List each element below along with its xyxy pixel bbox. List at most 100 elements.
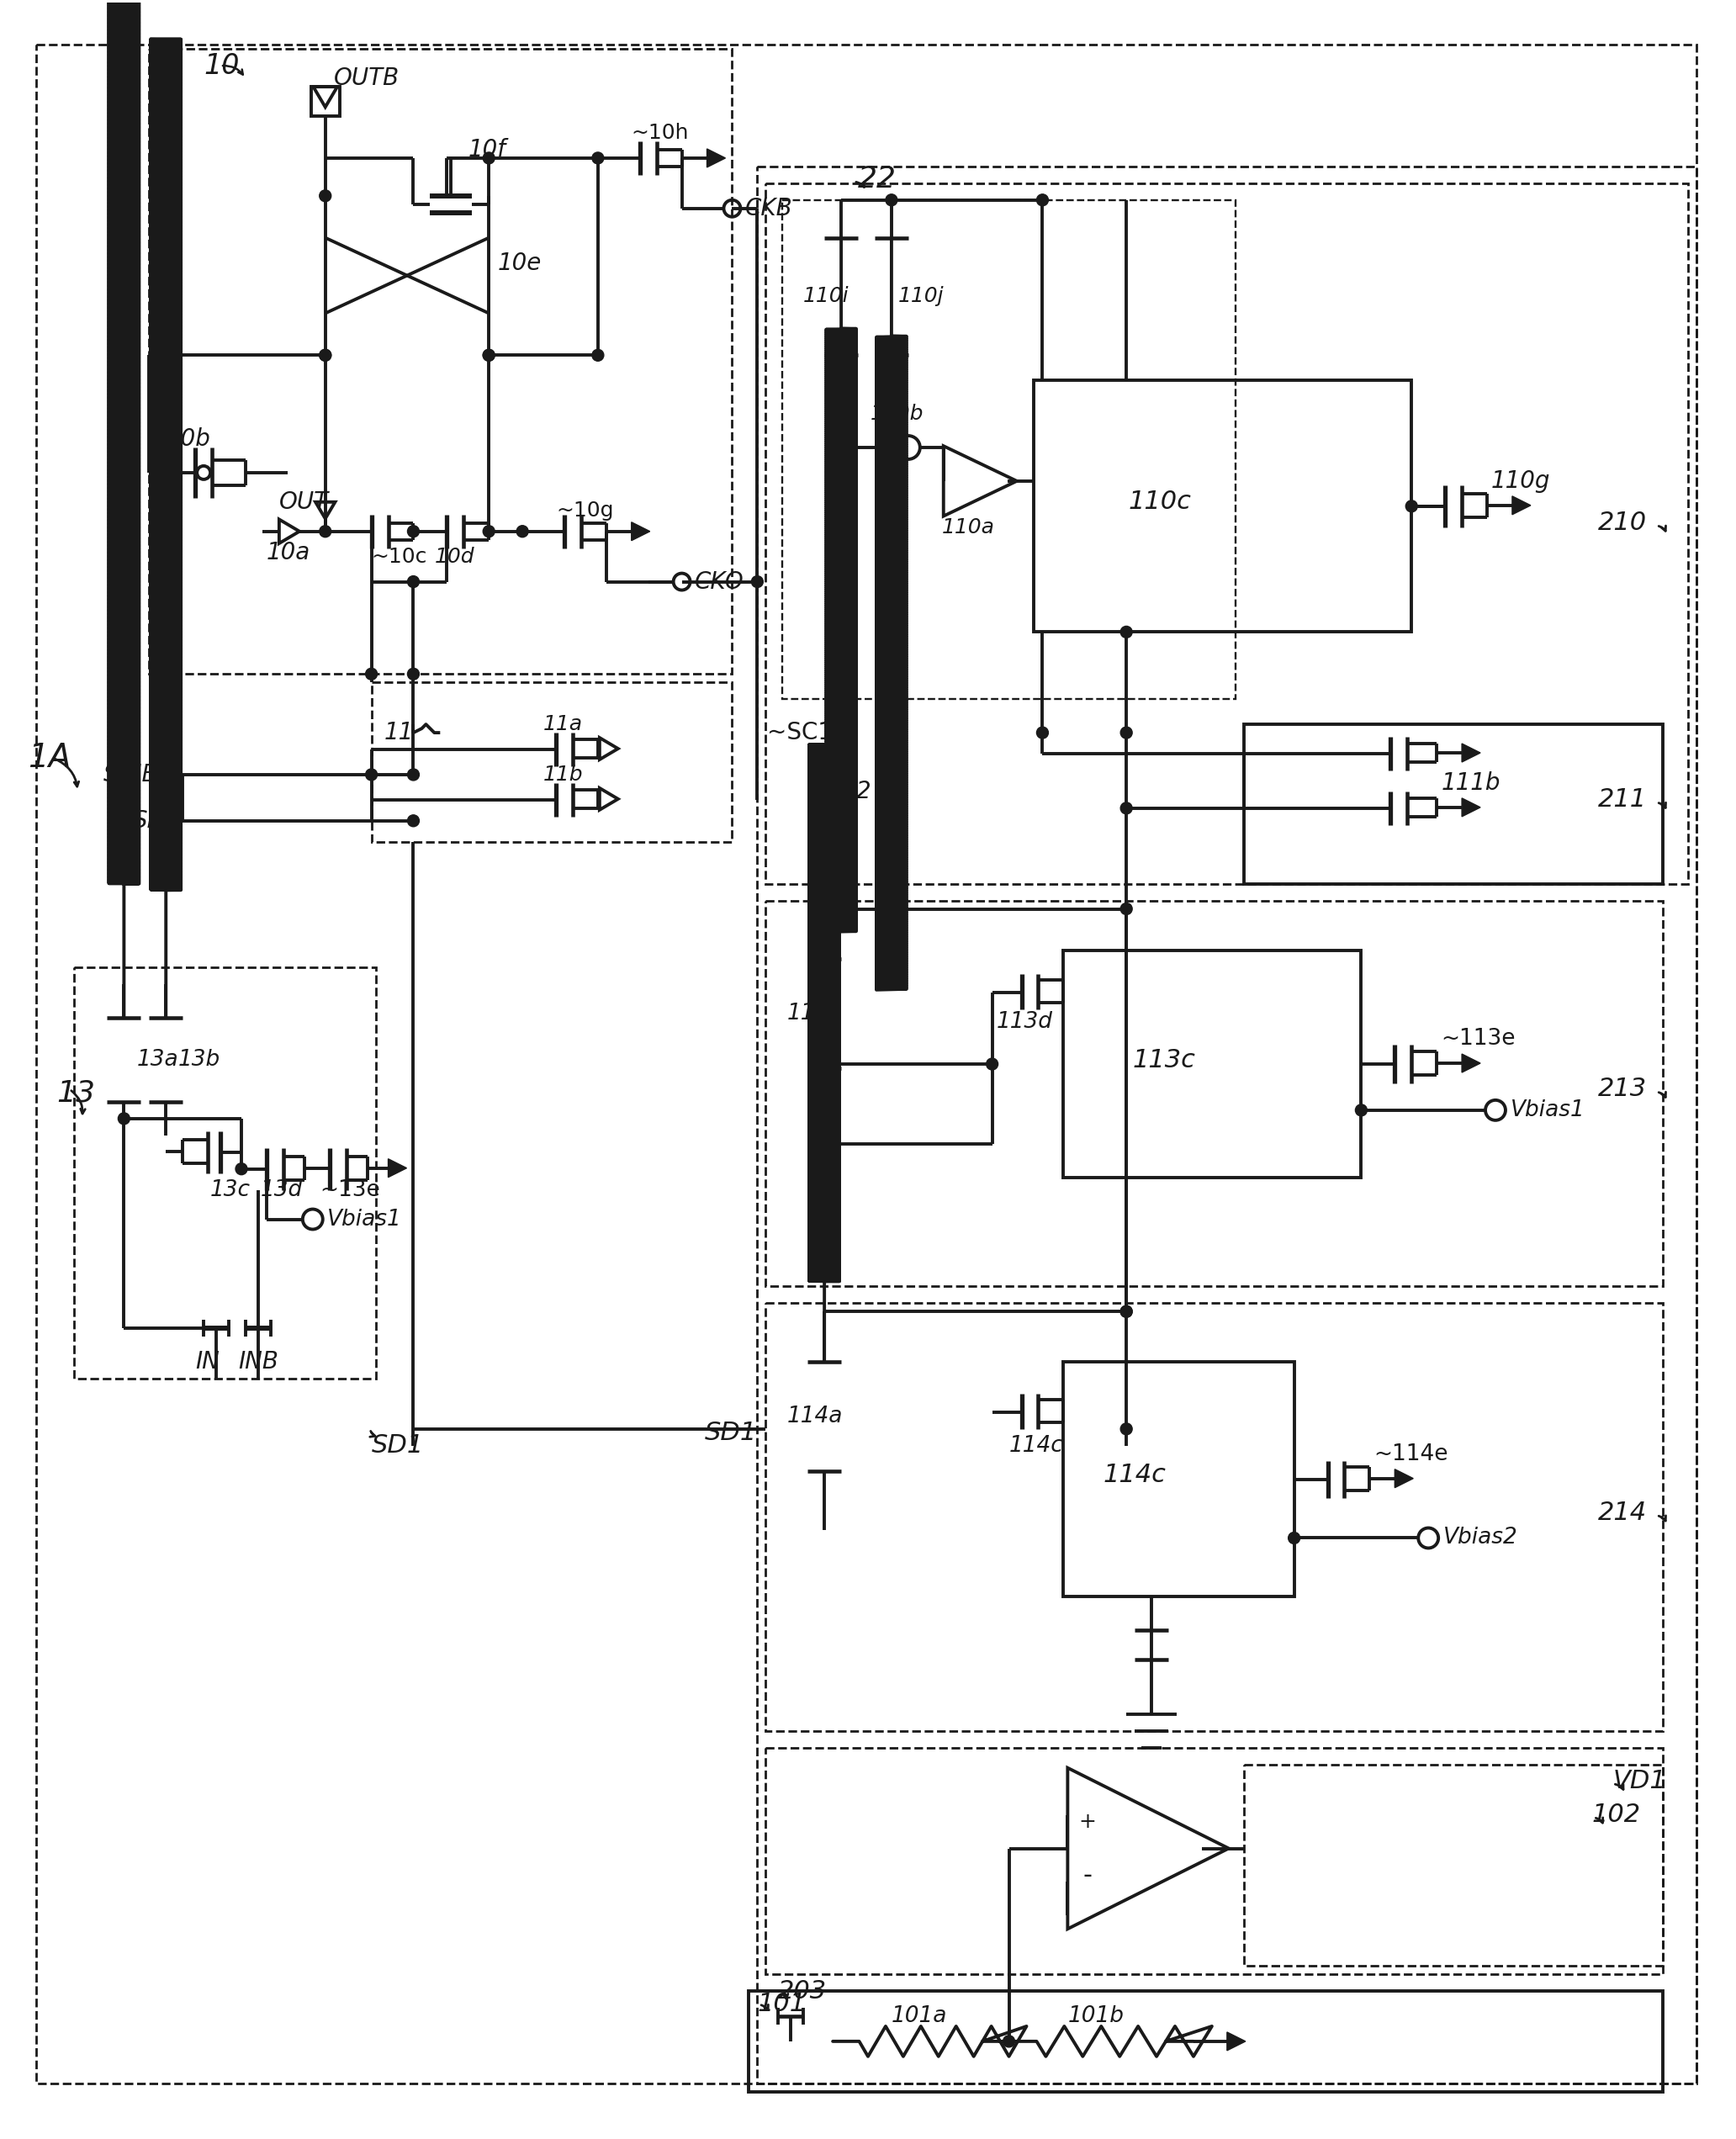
Text: 22: 22 — [858, 165, 896, 193]
Text: 10e: 10e — [496, 250, 542, 274]
Circle shape — [885, 195, 898, 205]
Circle shape — [1120, 627, 1132, 637]
Circle shape — [366, 667, 377, 680]
Circle shape — [1120, 1305, 1132, 1318]
Polygon shape — [1462, 798, 1481, 817]
Circle shape — [1036, 727, 1049, 738]
Text: 11a: 11a — [543, 714, 583, 734]
Text: 110j: 110j — [898, 287, 944, 306]
Text: IN: IN — [196, 1350, 220, 1373]
Polygon shape — [1227, 2032, 1245, 2051]
Circle shape — [1288, 1532, 1300, 1544]
Text: SINB: SINB — [102, 764, 158, 787]
Text: 110b: 110b — [870, 404, 924, 424]
Circle shape — [986, 1059, 998, 1070]
Circle shape — [1356, 1104, 1366, 1117]
Text: 113d: 113d — [996, 1012, 1052, 1033]
Text: 13b: 13b — [179, 1048, 220, 1072]
Circle shape — [408, 667, 418, 680]
Circle shape — [517, 526, 528, 537]
Circle shape — [319, 526, 332, 537]
Text: ~10c: ~10c — [372, 545, 427, 567]
Text: ~10h: ~10h — [632, 122, 689, 143]
Text: 210: 210 — [1597, 511, 1646, 535]
Circle shape — [483, 526, 495, 537]
Circle shape — [1120, 727, 1132, 738]
Circle shape — [118, 1112, 130, 1125]
Text: 203: 203 — [778, 1979, 826, 2004]
Text: 110a: 110a — [943, 518, 995, 537]
Text: 10d: 10d — [434, 545, 474, 567]
Circle shape — [408, 815, 418, 826]
Circle shape — [408, 526, 418, 537]
Text: CKO: CKO — [694, 569, 743, 593]
Text: ~113e: ~113e — [1441, 1029, 1516, 1050]
Text: CKB: CKB — [745, 197, 792, 220]
Text: 213: 213 — [1597, 1078, 1646, 1102]
Circle shape — [319, 349, 332, 361]
Circle shape — [1120, 802, 1132, 815]
Circle shape — [1120, 1305, 1132, 1318]
Text: Vbias1: Vbias1 — [1510, 1099, 1585, 1121]
Text: 11: 11 — [384, 721, 413, 744]
Text: 110c: 110c — [1128, 490, 1191, 513]
Text: 101b: 101b — [1068, 2004, 1123, 2028]
Text: 101a: 101a — [892, 2004, 948, 2028]
Polygon shape — [1462, 1055, 1481, 1072]
Circle shape — [408, 575, 418, 588]
Circle shape — [1036, 195, 1049, 205]
Circle shape — [483, 349, 495, 361]
Circle shape — [1120, 1422, 1132, 1435]
Circle shape — [236, 1164, 247, 1174]
Text: 10b: 10b — [167, 428, 210, 451]
Circle shape — [1003, 2036, 1016, 2047]
Circle shape — [818, 1059, 830, 1070]
Circle shape — [592, 349, 604, 361]
Text: -: - — [1083, 1863, 1092, 1887]
Text: 114c: 114c — [1009, 1435, 1064, 1457]
Text: 13a: 13a — [137, 1048, 179, 1072]
Text: SD2: SD2 — [825, 779, 871, 802]
Circle shape — [319, 349, 332, 361]
Text: 110i: 110i — [804, 287, 849, 306]
Circle shape — [592, 152, 604, 165]
Text: ~SC1: ~SC1 — [767, 721, 833, 744]
Polygon shape — [1394, 1469, 1413, 1489]
Text: VD1: VD1 — [1613, 1769, 1667, 1792]
Circle shape — [1406, 501, 1417, 511]
Text: 101: 101 — [757, 1991, 806, 2015]
Text: ~13e: ~13e — [319, 1179, 380, 1200]
Text: 10f: 10f — [469, 137, 505, 160]
Polygon shape — [707, 150, 726, 167]
Text: 13: 13 — [57, 1078, 95, 1108]
Text: 114a: 114a — [786, 1405, 842, 1427]
Text: 114c: 114c — [1104, 1463, 1167, 1487]
Text: ~114e: ~114e — [1373, 1444, 1448, 1465]
Text: 1A: 1A — [28, 742, 71, 774]
Text: INB: INB — [238, 1350, 278, 1373]
Text: 13c: 13c — [210, 1179, 250, 1200]
Polygon shape — [1512, 496, 1531, 515]
Text: 13d: 13d — [260, 1179, 304, 1200]
Text: 11b: 11b — [543, 764, 583, 785]
Circle shape — [483, 349, 495, 361]
Polygon shape — [632, 522, 649, 541]
Circle shape — [483, 152, 495, 165]
Text: Vbias2: Vbias2 — [1443, 1527, 1517, 1549]
Text: ~10g: ~10g — [556, 501, 613, 520]
Text: Vbias1: Vbias1 — [326, 1209, 401, 1230]
Polygon shape — [389, 1159, 406, 1176]
Text: OUT: OUT — [279, 490, 328, 513]
Text: 10a: 10a — [267, 541, 311, 565]
Circle shape — [408, 768, 418, 781]
Circle shape — [319, 190, 332, 201]
Text: 111b: 111b — [1441, 772, 1500, 796]
Text: OUTB: OUTB — [333, 66, 399, 90]
Text: 102: 102 — [1592, 1803, 1641, 1827]
Circle shape — [835, 441, 847, 453]
Circle shape — [1120, 903, 1132, 915]
Text: 214: 214 — [1597, 1502, 1646, 1525]
Text: 110g: 110g — [1491, 468, 1550, 492]
Text: 113c: 113c — [1132, 1048, 1196, 1072]
Circle shape — [366, 768, 377, 781]
